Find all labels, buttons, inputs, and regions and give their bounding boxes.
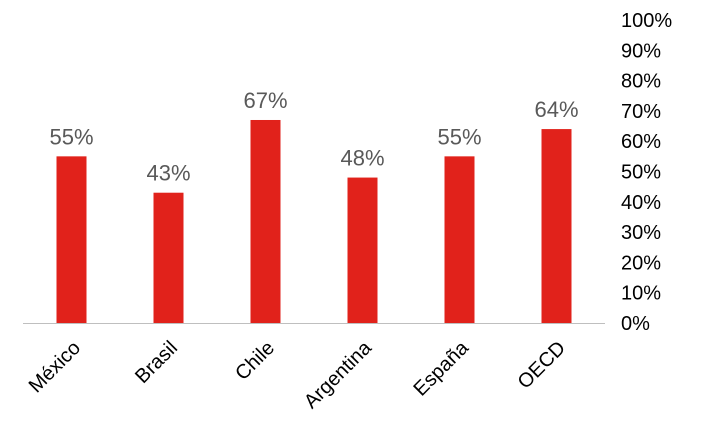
x-tick-label: Argentina [300, 336, 377, 413]
bar-argentina [347, 177, 378, 323]
y-tick-label: 60% [621, 131, 661, 153]
x-tick-label: OECD [514, 337, 570, 393]
data-label: 55% [49, 124, 93, 149]
y-tick-label: 20% [621, 252, 661, 274]
bars-group [56, 119, 572, 324]
data-label: 48% [340, 146, 384, 171]
data-label: 67% [243, 88, 287, 113]
bar-espana [444, 156, 475, 323]
bar-mexico [56, 156, 87, 323]
bar-chile [250, 119, 281, 324]
y-tick-label: 50% [621, 162, 661, 184]
x-tick-label: Chile [231, 337, 279, 385]
x-tick-label: México [25, 337, 85, 397]
y-tick-label: 70% [621, 101, 661, 123]
data-labels-group: 55% 43% 67% 48% 55% 64% [49, 88, 578, 186]
data-label: 55% [437, 124, 481, 149]
y-axis-tick-labels: 0% 10% 20% 30% 40% 50% 60% 70% 80% 90% 100% [621, 10, 672, 335]
x-axis-category-labels: México Brasil Chile Argentina España OECD [25, 336, 570, 413]
x-tick-label: Brasil [131, 337, 182, 388]
bar-oecd [541, 129, 572, 323]
y-tick-label: 0% [621, 313, 650, 335]
y-tick-label: 10% [621, 283, 661, 305]
y-tick-label: 40% [621, 192, 661, 214]
y-tick-label: 80% [621, 71, 661, 93]
y-tick-label: 90% [621, 40, 661, 62]
x-tick-label: España [410, 336, 474, 400]
y-tick-label: 30% [621, 222, 661, 244]
y-tick-label: 100% [621, 10, 672, 32]
bar-brasil [153, 192, 184, 323]
data-label: 64% [534, 97, 578, 122]
data-label: 43% [146, 161, 190, 186]
